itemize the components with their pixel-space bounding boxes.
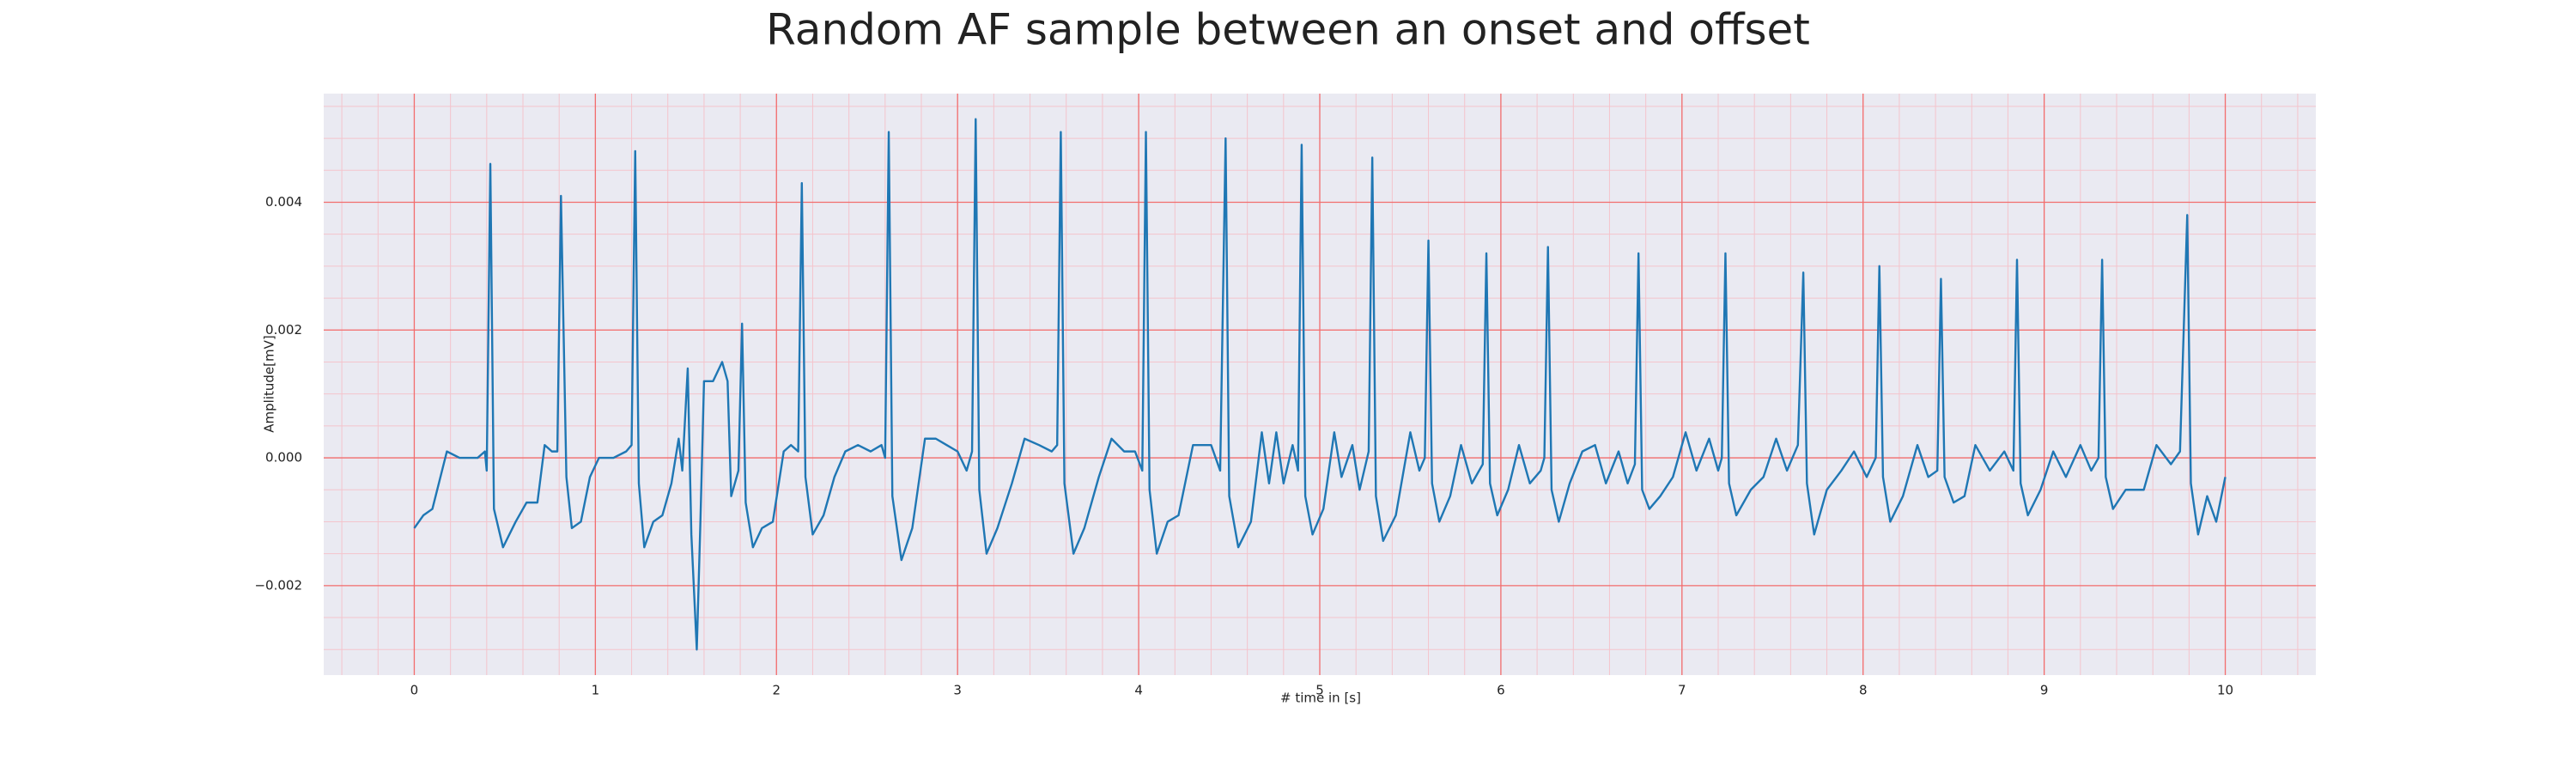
x-tick-label: 8 — [1859, 683, 1868, 698]
x-tick-label: 9 — [2040, 683, 2049, 698]
x-tick-label: 7 — [1678, 683, 1686, 698]
x-tick-label: 3 — [953, 683, 962, 698]
x-tick-label: 4 — [1134, 683, 1143, 698]
x-tick-label: 10 — [2217, 683, 2233, 698]
chart-title: Random AF sample between an onset and of… — [766, 5, 1810, 55]
y-tick-label: 0.004 — [265, 194, 302, 210]
x-tick-label: 1 — [592, 683, 600, 698]
x-tick-label: 6 — [1497, 683, 1505, 698]
x-tick-label: 2 — [772, 683, 781, 698]
signal-line — [413, 118, 2227, 651]
y-axis-label: Amplitude[mV] — [262, 335, 277, 432]
y-tick-label: −0.002 — [254, 577, 302, 593]
x-tick-label: 0 — [410, 683, 419, 698]
y-tick-label: 0.000 — [265, 450, 302, 466]
x-tick-label: 5 — [1315, 683, 1324, 698]
y-tick-label: 0.002 — [265, 322, 302, 338]
x-axis-label: # time in [s] — [1280, 691, 1361, 706]
